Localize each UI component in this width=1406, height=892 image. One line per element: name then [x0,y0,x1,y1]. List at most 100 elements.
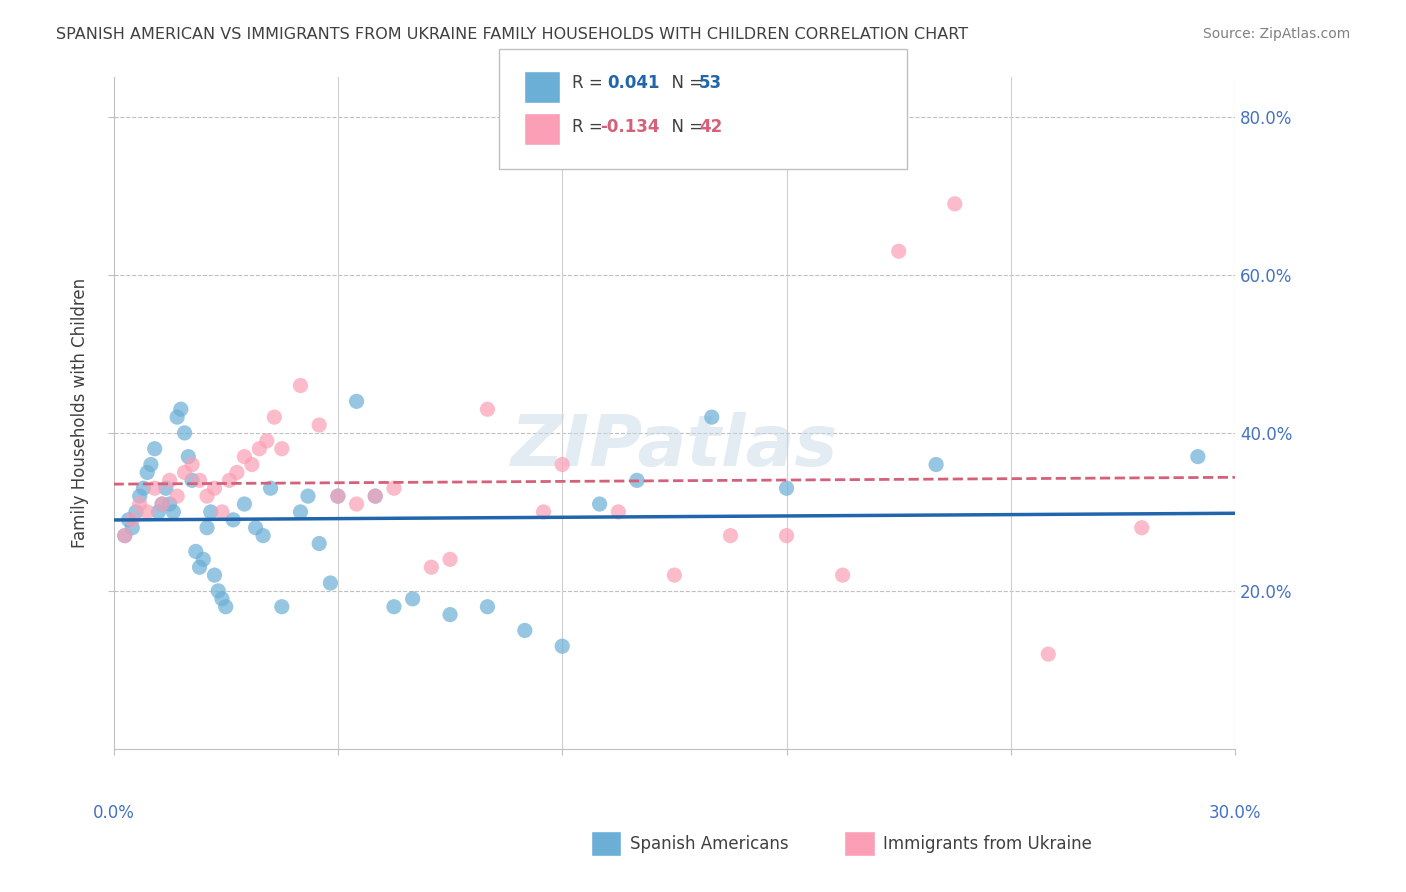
Point [139,458,162,472]
Point [775,481,797,495]
Point [607,505,630,519]
Point [233,497,256,511]
Point [1038,647,1060,661]
Point [346,497,368,511]
Point [382,599,405,614]
Text: N =: N = [661,118,709,136]
Point [188,473,211,487]
Point [551,639,574,653]
Point [222,513,245,527]
Point [308,536,330,550]
Point [188,560,211,574]
Text: -0.134: -0.134 [600,118,659,136]
Text: Source: ZipAtlas.com: Source: ZipAtlas.com [1202,27,1350,41]
Point [181,458,204,472]
Point [114,528,136,542]
Point [943,197,966,211]
Point [150,497,173,511]
Point [270,599,292,614]
Point [364,489,387,503]
Point [259,481,281,495]
Point [200,505,222,519]
Point [170,402,193,417]
Point [551,458,574,472]
Point [439,552,461,566]
Text: Spanish Americans: Spanish Americans [630,835,789,853]
Point [247,442,270,456]
Point [121,513,143,527]
Point [401,591,423,606]
Text: 0.0%: 0.0% [93,805,135,822]
Point [626,473,648,487]
Point [148,505,170,519]
Point [1130,521,1153,535]
Point [256,434,278,448]
Point [308,417,330,432]
Point [181,473,204,487]
Text: 30.0%: 30.0% [1209,805,1261,822]
Text: R =: R = [572,74,613,92]
Point [1187,450,1209,464]
Point [117,513,139,527]
Text: SPANISH AMERICAN VS IMMIGRANTS FROM UKRAINE FAMILY HOUSEHOLDS WITH CHILDREN CORR: SPANISH AMERICAN VS IMMIGRANTS FROM UKRA… [56,27,969,42]
Point [211,505,233,519]
Point [346,394,368,409]
Point [114,528,136,542]
Point [290,378,312,392]
Point [226,466,249,480]
Point [155,481,177,495]
Point [252,528,274,542]
Text: ZIPatlas: ZIPatlas [510,412,838,482]
Point [173,466,195,480]
Point [159,473,181,487]
Point [143,442,166,456]
Point [319,576,342,591]
Point [204,481,226,495]
Text: R =: R = [572,118,609,136]
Point [477,402,499,417]
Point [700,410,723,425]
Text: 42: 42 [699,118,723,136]
Point [166,489,188,503]
Point [207,583,229,598]
Point [211,591,233,606]
Point [382,481,405,495]
Point [173,425,195,440]
Point [439,607,461,622]
Point [925,458,948,472]
Point [162,505,184,519]
Point [720,528,742,542]
Point [420,560,443,574]
Point [326,489,349,503]
Point [326,489,349,503]
Point [195,521,218,535]
Point [245,521,267,535]
Point [297,489,319,503]
Point [193,552,215,566]
Point [831,568,853,582]
Point [513,624,536,638]
Text: Immigrants from Ukraine: Immigrants from Ukraine [883,835,1092,853]
Point [125,505,148,519]
Y-axis label: Family Households with Children: Family Households with Children [72,278,89,549]
Text: 53: 53 [699,74,721,92]
Point [166,410,188,425]
Point [664,568,686,582]
Point [215,599,238,614]
Point [477,599,499,614]
Point [204,568,226,582]
Point [588,497,610,511]
Point [263,410,285,425]
Point [184,544,207,558]
Point [887,244,910,259]
Point [150,497,173,511]
Text: 0.041: 0.041 [607,74,659,92]
Point [159,497,181,511]
Point [132,481,155,495]
Point [775,528,797,542]
Point [128,497,150,511]
Point [136,505,159,519]
Point [290,505,312,519]
Point [128,489,150,503]
Point [218,473,240,487]
